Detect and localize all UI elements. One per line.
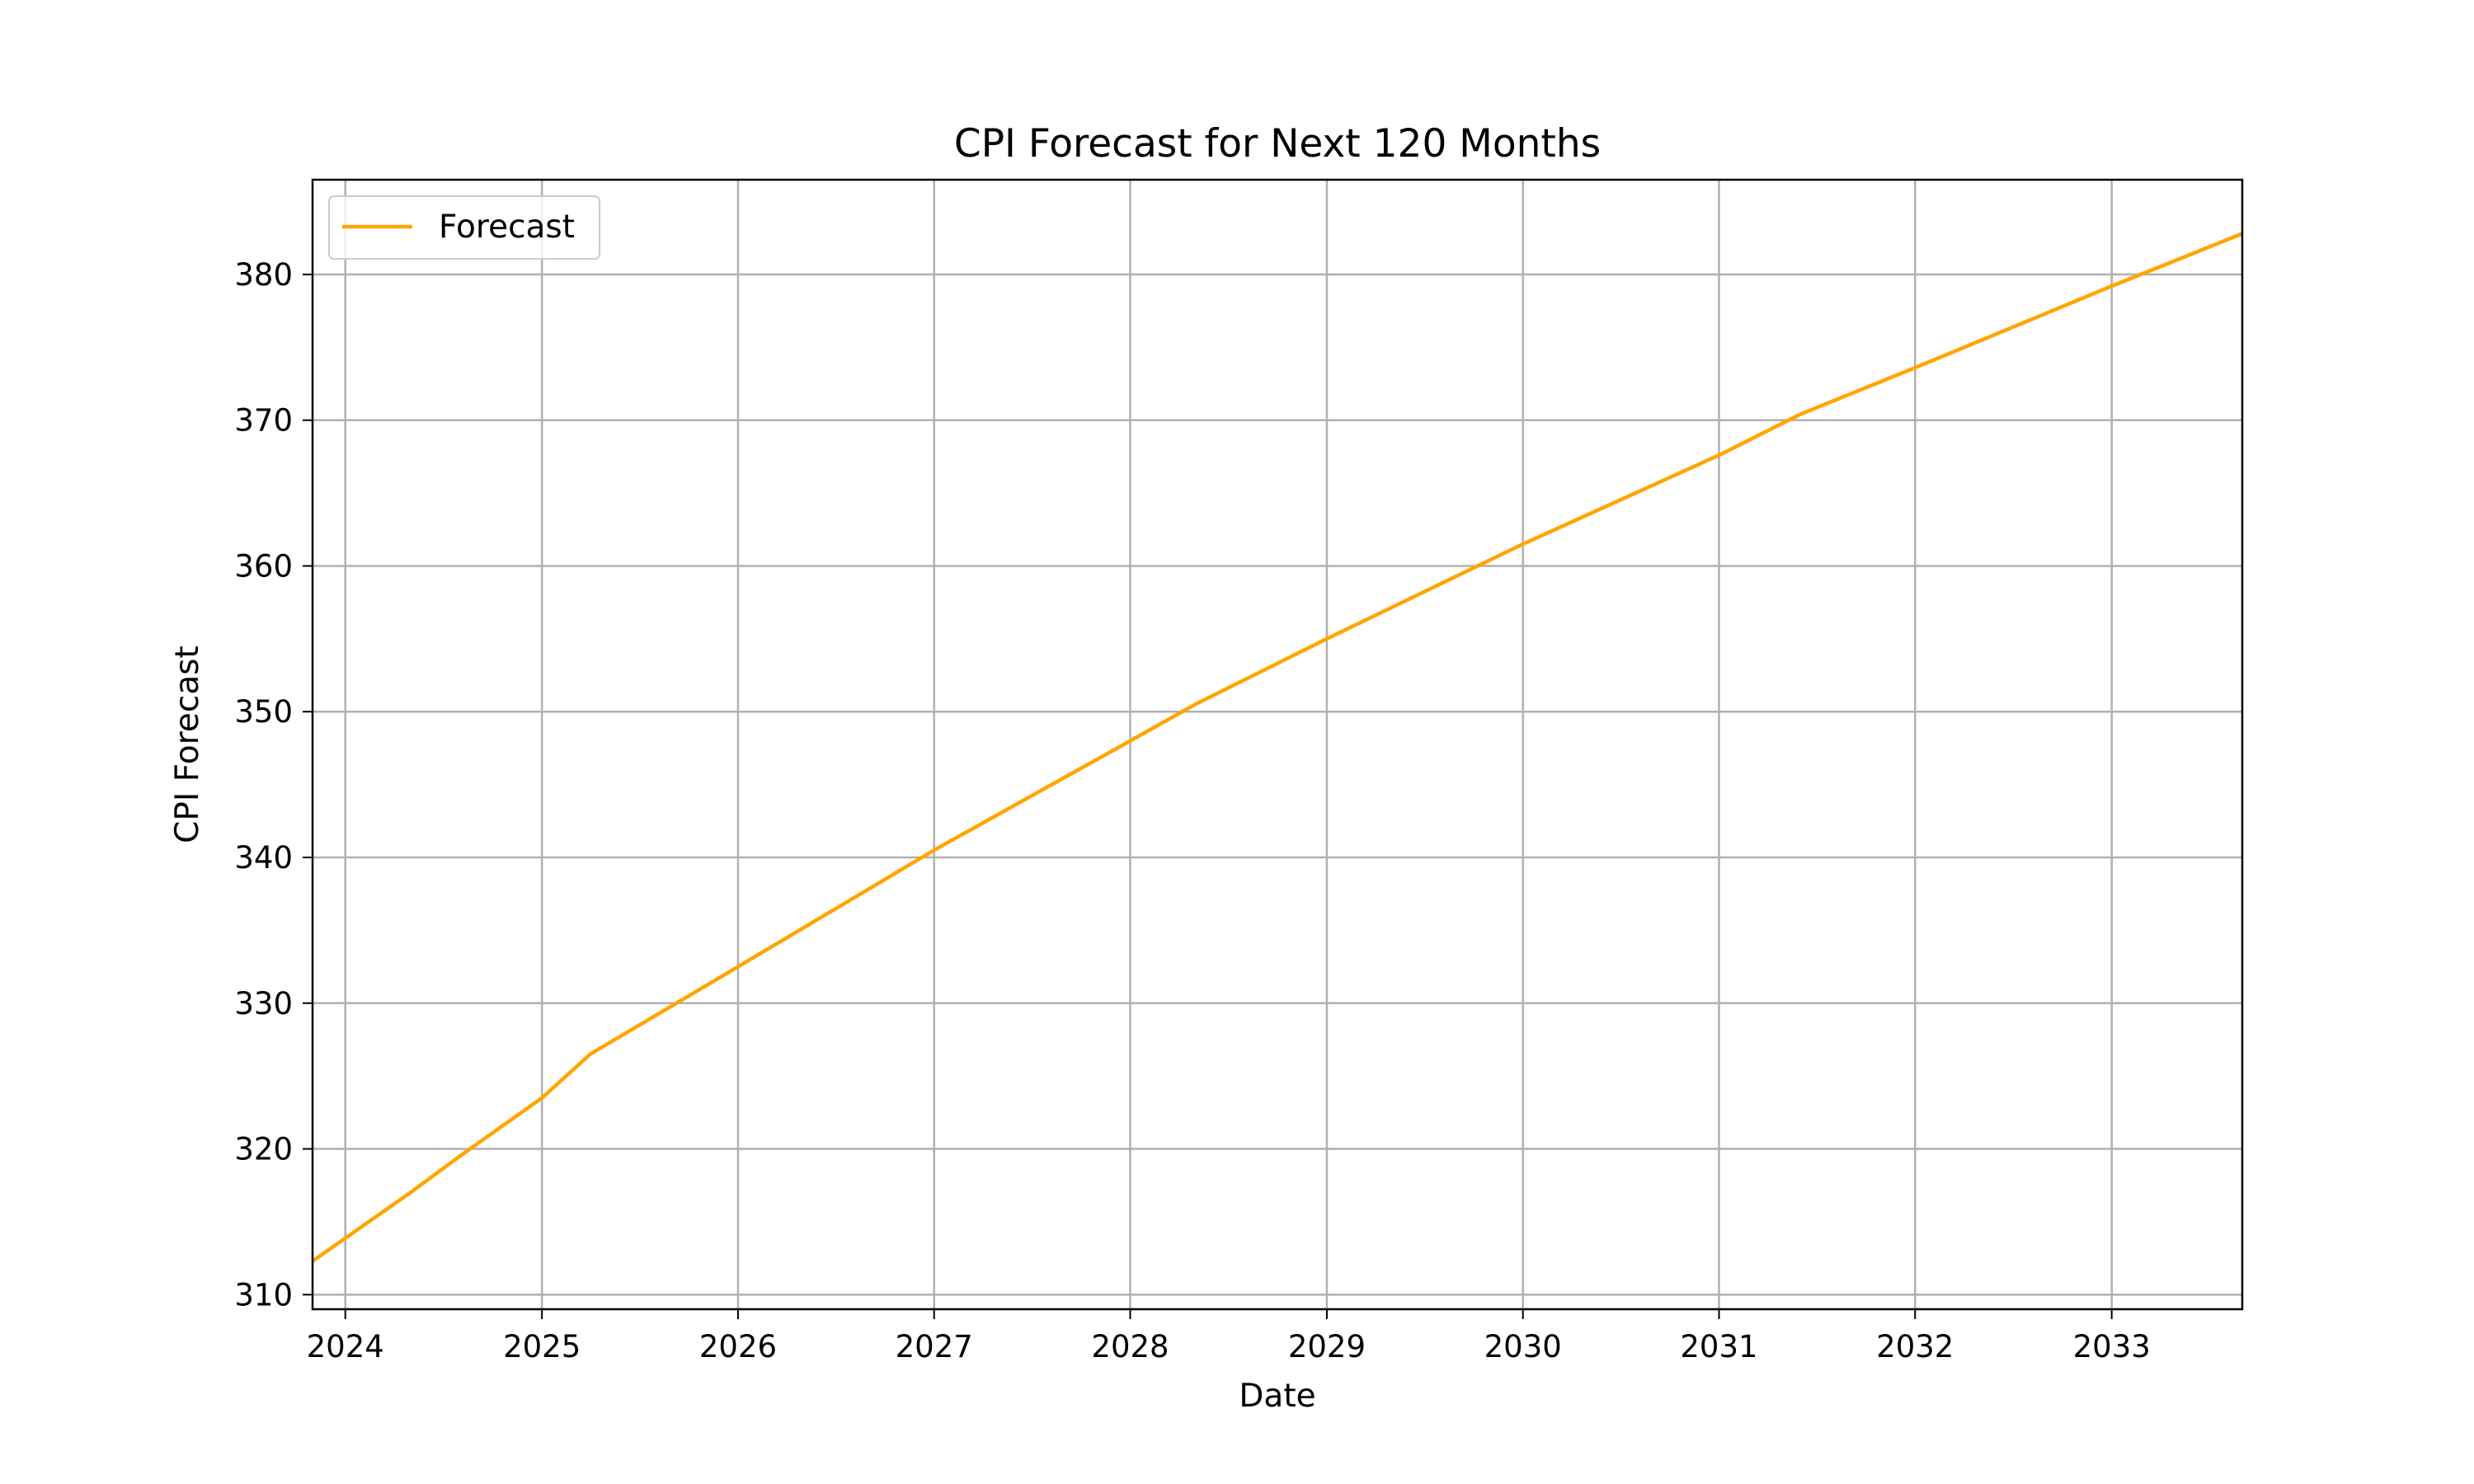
y-tick-label: 350 [234,694,293,730]
x-tick-label: 2032 [1876,1329,1954,1364]
y-tick-label: 360 [234,548,293,584]
x-tick-label: 2030 [1484,1329,1562,1364]
chart-title: CPI Forecast for Next 120 Months [954,121,1601,167]
y-tick-label: 340 [234,840,293,876]
y-tick-label: 330 [234,986,293,1021]
legend: Forecast [328,195,600,260]
x-tick-label: 2028 [1091,1329,1169,1364]
y-tick-label: 370 [234,403,293,439]
y-tick-label: 320 [234,1132,293,1167]
x-tick-label: 2026 [699,1329,777,1364]
y-axis-label: CPI Forecast [169,646,206,843]
x-axis-label: Date [1239,1378,1315,1415]
y-tick-label: 310 [234,1277,293,1313]
series-layer [311,232,2243,1263]
legend-label: Forecast [439,209,575,246]
y-tick-label: 380 [234,257,293,293]
legend-box [328,195,600,260]
x-tick-label: 2031 [1680,1329,1757,1364]
x-tick-label: 2025 [503,1329,581,1364]
plot-frame [311,178,2244,1311]
x-tick-label: 2033 [2073,1329,2151,1364]
x-tick-label: 2024 [307,1329,384,1364]
series-line-forecast [311,232,2243,1263]
x-tick-label: 2027 [896,1329,973,1364]
x-axis: 2024 2025 2026 2027 2028 2029 2030 2031 2032 2033 [307,1309,2151,1364]
x-tick-label: 2029 [1288,1329,1366,1364]
y-axis: 310 320 330 340 350 360 370 380 [234,257,313,1313]
